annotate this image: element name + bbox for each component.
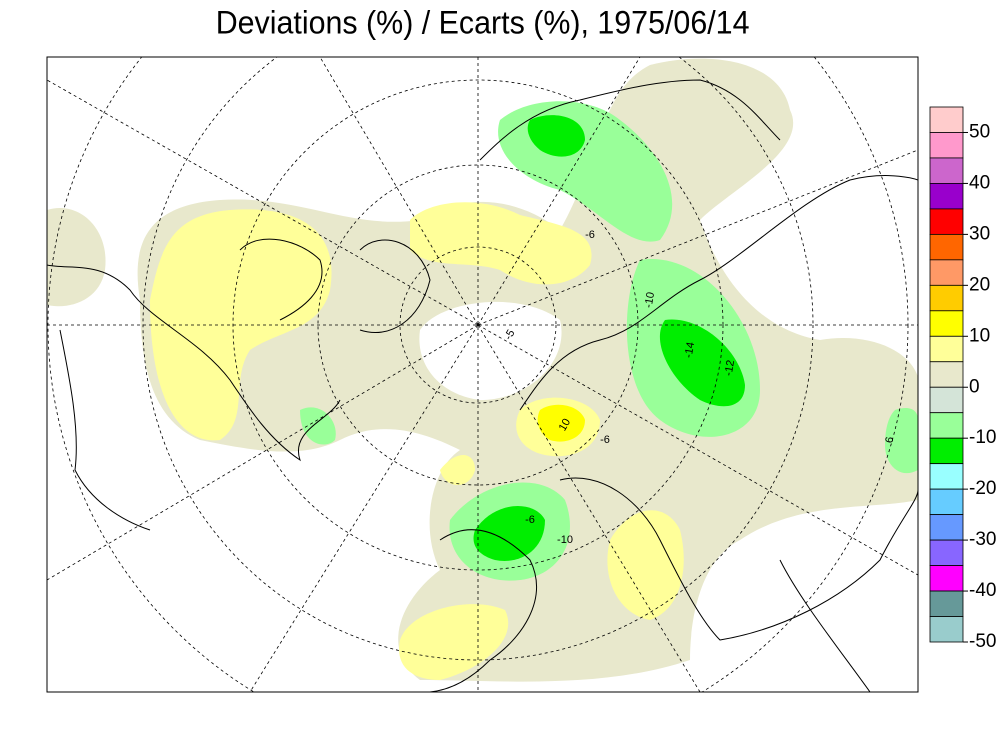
- color-swatch: [929, 335, 964, 363]
- colorbar-tick-label: 50: [969, 121, 990, 142]
- color-swatch: [929, 284, 964, 312]
- colorbar-tick-label: 20: [969, 274, 990, 295]
- field-positive: [399, 604, 509, 680]
- contour-label: -10: [557, 534, 573, 546]
- color-swatch: [929, 514, 964, 541]
- field-blank: [419, 301, 562, 400]
- colorbar-tick-label: -30: [969, 529, 996, 550]
- contour-label: -12: [723, 359, 738, 377]
- coastlines: [47, 79, 918, 692]
- field-negative: [527, 115, 585, 157]
- colorbar-tick-label: 10: [969, 325, 990, 346]
- field-positive: [410, 202, 592, 285]
- field-zero: [47, 208, 106, 307]
- contour-label: -6: [600, 434, 610, 446]
- color-swatch: [929, 132, 964, 159]
- color-swatch: [929, 233, 964, 261]
- contour-label: -14: [683, 341, 698, 359]
- color-swatch: [929, 539, 964, 566]
- contour-label: -6: [525, 514, 535, 526]
- color-swatch: [929, 386, 964, 414]
- chart-title: Deviations (%) / Ecarts (%), 1975/06/14: [216, 5, 750, 41]
- colorbar-tick-label: 0: [969, 376, 980, 397]
- graticule: [47, 57, 918, 692]
- color-swatch: [929, 183, 964, 210]
- contour-label: 6: [883, 436, 896, 444]
- field-negative: [300, 407, 336, 445]
- color-swatch: [929, 412, 964, 439]
- field-negative: [659, 319, 745, 407]
- colorbar: 50 40 30 20 10 0 -10 -20 -30 -40 -50: [929, 106, 996, 652]
- color-swatch: [929, 259, 964, 286]
- color-swatch: [929, 463, 964, 490]
- field-positive: [440, 455, 475, 485]
- color-swatch: [929, 616, 964, 643]
- field-positive: [607, 510, 684, 620]
- color-swatch: [929, 310, 964, 337]
- colorbar-tick-label: -10: [969, 427, 996, 448]
- colorbar-tick-label: -40: [969, 580, 996, 601]
- colorbar-tick-label: -50: [969, 631, 996, 652]
- colorbar-tick-label: 30: [969, 223, 990, 244]
- map-frame: [46, 56, 919, 693]
- contour-label: -6: [585, 229, 595, 241]
- colorbar-tick-label: 40: [969, 172, 990, 193]
- color-swatch: [929, 361, 964, 388]
- contour-label: 10: [557, 417, 574, 434]
- field-negative: [885, 408, 918, 474]
- field-negative: [473, 506, 545, 561]
- field-positive: [537, 404, 585, 442]
- color-swatch: [929, 437, 964, 465]
- color-swatch: [929, 157, 964, 184]
- color-swatch: [929, 590, 964, 617]
- color-swatch: [929, 208, 964, 235]
- color-swatch: [929, 565, 964, 592]
- contour-label: -10: [643, 291, 658, 309]
- color-swatch: [929, 488, 964, 516]
- color-swatch: [929, 106, 964, 133]
- colorbar-tick-label: -20: [969, 478, 996, 499]
